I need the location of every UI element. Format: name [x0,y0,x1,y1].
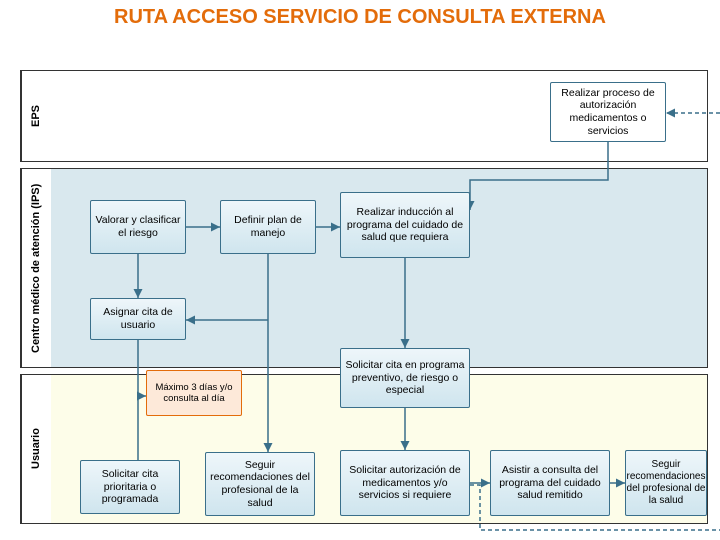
swimlane-header-usr: Usuario [21,375,51,523]
swimlane-header-ips: Centro médico de atención (IPS) [21,169,51,367]
node-n_valorar: Valorar y clasificar el riesgo [90,200,186,254]
node-n_definir: Definir plan de manejo [220,200,316,254]
node-n_auth: Realizar proceso de autorización medicam… [550,82,666,142]
node-n_seguir1: Seguir recomendaciones del profesional d… [205,452,315,516]
node-n_asignar: Asignar cita de usuario [90,298,186,340]
diagram-title: RUTA ACCESO SERVICIO DE CONSULTA EXTERNA [0,6,720,29]
node-n_asistir: Asistir a consulta del programa del cuid… [490,450,610,516]
diagram-stage: RUTA ACCESO SERVICIO DE CONSULTA EXTERNA… [0,0,720,540]
node-n_solaut: Solicitar autorización de medicamentos y… [340,450,470,516]
swimlane-header-eps: EPS [21,71,51,161]
node-n_solprio: Solicitar cita prioritaria o programada [80,460,180,514]
node-n_induccion: Realizar inducción al programa del cuida… [340,192,470,258]
node-n_seguir2: Seguir recomendaciones del profesional d… [625,450,707,516]
node-n_max3: Máximo 3 días y/o consulta al día [146,370,242,416]
node-n_solcita: Solicitar cita en programa preventivo, d… [340,348,470,408]
